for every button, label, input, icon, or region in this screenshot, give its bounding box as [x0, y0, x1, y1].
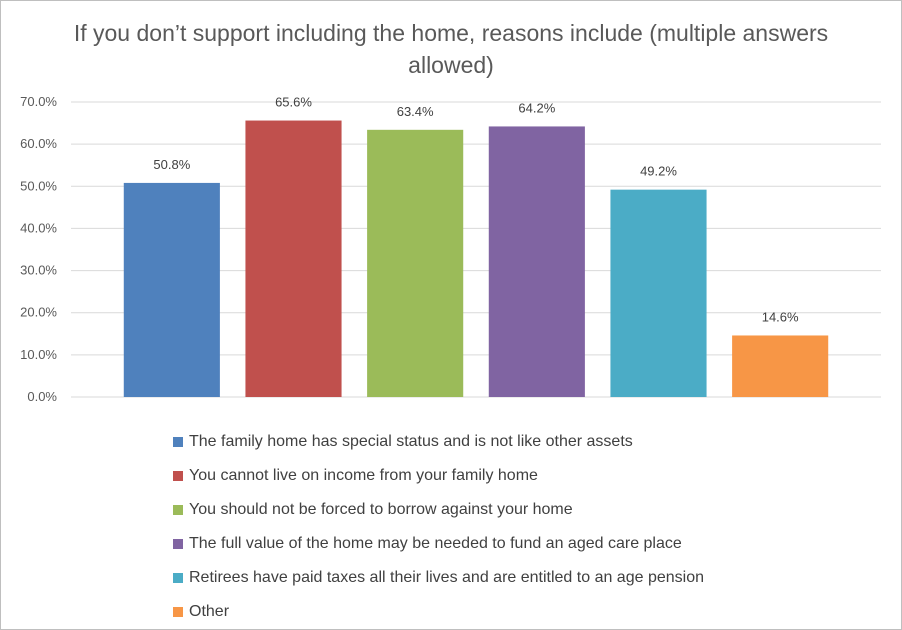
y-tick-label: 40.0%	[20, 220, 57, 235]
legend-item: You should not be forced to borrow again…	[173, 493, 704, 527]
legend-swatch	[173, 437, 183, 447]
chart-legend: The family home has special status and i…	[173, 425, 704, 629]
legend-swatch	[173, 505, 183, 515]
legend-label: You cannot live on income from your fami…	[189, 467, 538, 484]
y-tick-label: 70.0%	[20, 94, 57, 109]
legend-item: Other	[173, 595, 704, 629]
chart-title: If you don’t support including the home,…	[73, 20, 829, 78]
legend-item: You cannot live on income from your fami…	[173, 459, 704, 493]
data-label: 50.8%	[153, 157, 190, 172]
legend-swatch	[173, 607, 183, 617]
y-tick-label: 60.0%	[20, 136, 57, 151]
legend-swatch	[173, 471, 183, 481]
data-label: 63.4%	[397, 104, 434, 119]
bar	[732, 335, 829, 397]
legend-label: The family home has special status and i…	[189, 433, 633, 450]
bar	[245, 120, 342, 398]
legend-label: Other	[189, 603, 230, 620]
data-label: 64.2%	[518, 100, 555, 115]
y-tick-label: 50.0%	[20, 178, 57, 193]
bar	[367, 129, 464, 398]
legend-swatch	[173, 573, 183, 583]
y-tick-label: 10.0%	[20, 347, 57, 362]
legend-item: Retirees have paid taxes all their lives…	[173, 561, 704, 595]
legend-item: The full value of the home may be needed…	[173, 527, 704, 561]
y-tick-label: 0.0%	[27, 389, 57, 404]
data-label: 65.6%	[275, 95, 312, 110]
data-label: 14.6%	[762, 309, 799, 324]
y-tick-label: 20.0%	[20, 305, 57, 320]
legend-item: The family home has special status and i…	[173, 425, 704, 459]
bar	[488, 126, 585, 397]
bar	[123, 182, 220, 397]
bar	[610, 189, 707, 397]
y-tick-label: 30.0%	[20, 263, 57, 278]
legend-label: You should not be forced to borrow again…	[189, 501, 573, 518]
legend-label: The full value of the home may be needed…	[189, 535, 682, 552]
legend-swatch	[173, 539, 183, 549]
data-label: 49.2%	[640, 164, 677, 179]
legend-label: Retirees have paid taxes all their lives…	[189, 569, 704, 586]
